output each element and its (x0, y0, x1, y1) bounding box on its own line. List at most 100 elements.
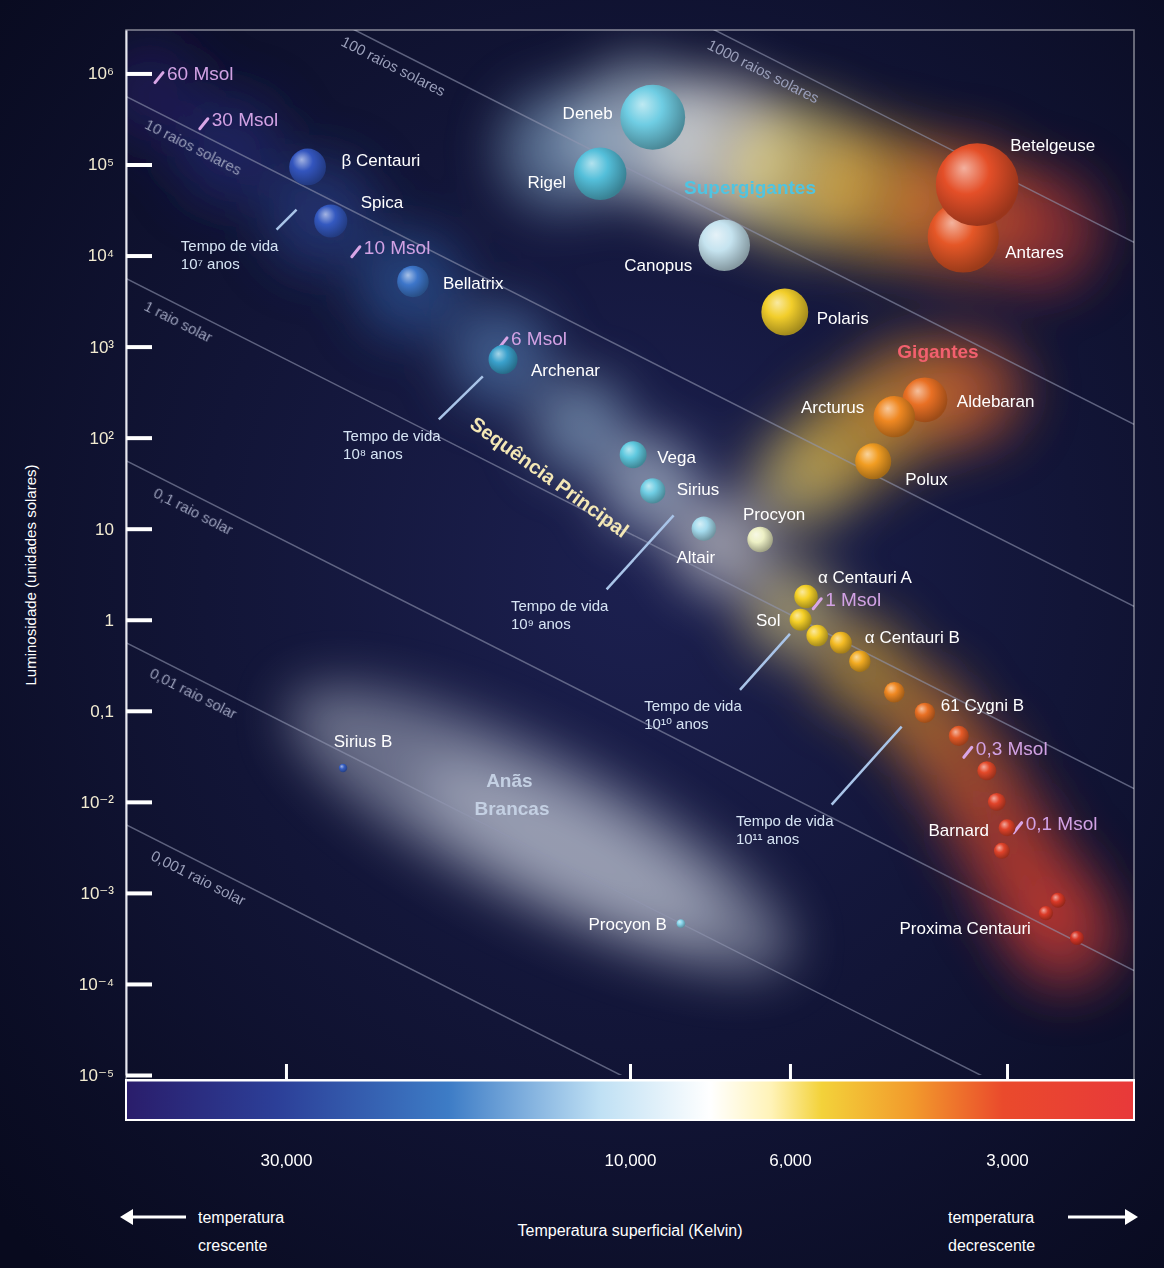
y-tick-label: 10 (95, 520, 114, 539)
star (1039, 906, 1053, 920)
frame (126, 30, 1134, 1120)
star-label: Canopus (624, 256, 692, 275)
x-tick: 3,000 (986, 1064, 1029, 1170)
mass-label: 0,3 Msol (976, 738, 1048, 759)
lifetime-line: 10¹⁰ anos (644, 715, 708, 732)
color-bar (126, 1080, 1134, 1120)
x-tick-label: 10,000 (605, 1151, 657, 1170)
radius-label-group: 100 raios solares (339, 32, 449, 99)
star-label: Polux (905, 470, 948, 489)
y-tick: 10³ (89, 338, 152, 357)
x-axis-title: Temperatura superficial (Kelvin) (518, 1222, 743, 1239)
y-tick-mark (126, 72, 152, 76)
mass-tick (964, 747, 972, 757)
glow-blob (450, 305, 550, 405)
stars (289, 85, 1084, 945)
radius-line (126, 643, 1134, 1075)
x-tick-mark (1006, 1064, 1009, 1080)
radius-line (126, 96, 1134, 606)
direction-line: temperatura (198, 1209, 289, 1226)
radius-line (126, 461, 1134, 971)
labels: 1000 raios solares100 raios solares10 ra… (142, 32, 1098, 938)
star-label: Arcturus (801, 398, 864, 417)
star (1070, 931, 1084, 945)
star-label: Sol (756, 611, 781, 630)
star (339, 764, 347, 772)
lifetime-label: Tempo de vida 10¹⁰ anos (644, 697, 746, 732)
star (794, 585, 817, 608)
star-label: Polaris (817, 309, 869, 328)
y-tick-mark (126, 891, 152, 895)
y-tick-mark (126, 345, 152, 349)
y-tick-mark (126, 527, 152, 531)
lifetime-leader (439, 376, 483, 419)
x-axis: 30,00010,0006,0003,000 (127, 1064, 1135, 1170)
y-tick-label: 10⁻² (80, 793, 114, 812)
lifetime-leaders (277, 210, 902, 805)
star-label: Altair (676, 548, 715, 567)
lifetime-line: Tempo de vida (511, 597, 613, 614)
star (806, 625, 828, 647)
radius-label-group: 1000 raios solares (705, 36, 822, 107)
y-tick: 10⁻⁵ (79, 1066, 152, 1085)
radius-label: 0,001 raio solar (148, 847, 248, 909)
star (915, 703, 935, 723)
radius-label-group: 0,1 raio solar (151, 484, 236, 538)
y-tick: 10⁶ (88, 64, 152, 83)
star (994, 843, 1010, 859)
radius-label-group: 0,01 raio solar (147, 664, 239, 722)
y-tick: 10⁻² (80, 793, 152, 812)
lifetime-line: Tempo de vida (736, 812, 838, 829)
lifetime-label: Tempo de vida 10⁹ anos (511, 597, 613, 632)
y-tick-label: 0,1 (90, 702, 114, 721)
radius-label-group: 1 raio solar (142, 297, 216, 346)
star-label: Vega (657, 448, 696, 467)
y-axis: 10⁶10⁵10⁴10³10²1010,110⁻²10⁻³10⁻⁴10⁻⁵ (79, 31, 152, 1085)
star (830, 632, 852, 654)
star-label: Betelgeuse (1010, 136, 1095, 155)
direction-label: temperatura decrescente (948, 1209, 1039, 1254)
y-tick-mark (126, 982, 152, 986)
radius-line (126, 30, 1134, 242)
star-label: Procyon (743, 505, 805, 524)
star (936, 143, 1019, 226)
region-line: Anãs (486, 770, 538, 791)
hr-diagram: 10⁶10⁵10⁴10³10²1010,110⁻²10⁻³10⁻⁴10⁻⁵30,… (0, 0, 1164, 1268)
x-tick-mark (629, 1064, 632, 1080)
star (999, 819, 1016, 836)
lifetime-line: Tempo de vida (343, 427, 445, 444)
star-label: Sirius B (334, 732, 393, 751)
lifetime-line: 10⁹ anos (511, 615, 571, 632)
star-label: Barnard (929, 821, 989, 840)
radius-label: 100 raios solares (339, 32, 449, 99)
region-label: Sequência Principal (466, 412, 633, 542)
x-tick: 10,000 (605, 1064, 657, 1170)
star-label: β Centauri (342, 151, 421, 170)
mass-label: 6 Msol (511, 328, 567, 349)
lifetime-line: Tempo de vida (181, 237, 283, 254)
star (874, 396, 915, 437)
y-tick: 10⁵ (88, 155, 152, 174)
region-line: Brancas (475, 798, 550, 819)
direction-line: decrescente (948, 1237, 1035, 1254)
star (620, 85, 685, 150)
star-label: Archenar (531, 361, 600, 380)
x-tick-label: 6,000 (769, 1151, 812, 1170)
region-label: Supergigantes (684, 177, 816, 198)
lifetime-line: 10⁸ anos (343, 445, 403, 462)
x-tick: 6,000 (769, 1064, 812, 1170)
lifetime-label: Tempo de vida 10⁷ anos (181, 237, 283, 272)
star (855, 443, 891, 479)
mass-label: 0,1 Msol (1026, 813, 1098, 834)
x-tick-mark (285, 1064, 288, 1080)
background (0, 0, 1164, 1268)
y-axis-line (126, 31, 128, 1076)
radius-label: 1000 raios solares (705, 36, 822, 107)
y-tick: 10² (89, 429, 152, 448)
star (884, 682, 905, 703)
radius-lines (126, 30, 1134, 1075)
radius-label: 0,1 raio solar (151, 484, 236, 538)
x-tick-mark (789, 1064, 792, 1080)
radius-label: 1 raio solar (142, 297, 216, 346)
region-group: Gigantes (897, 341, 978, 362)
